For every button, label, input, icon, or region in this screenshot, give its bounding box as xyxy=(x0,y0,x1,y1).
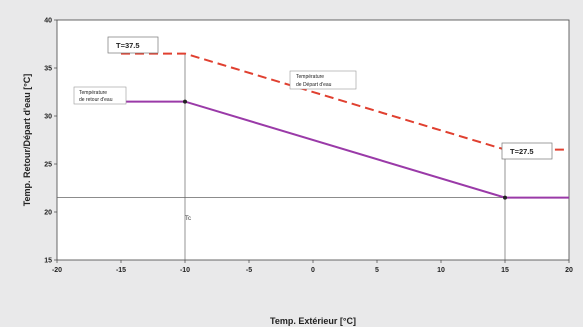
annotation-box-right: T=27.5 xyxy=(501,142,553,160)
data-marker xyxy=(183,99,187,104)
x-tick-label: 0 xyxy=(311,267,315,274)
series-retour-line xyxy=(121,100,569,199)
y-tick-label: 20 xyxy=(44,210,52,217)
x-tick-label: -10 xyxy=(180,267,190,274)
y-tick-label: 35 xyxy=(44,66,52,73)
reference-lines xyxy=(57,53,569,260)
y-tick-label: 25 xyxy=(44,162,52,169)
note-retour-line-2: de retour d'eau xyxy=(79,97,113,103)
annotation-box-left: T=37.5 xyxy=(107,36,159,54)
x-ticks: -20 -15 -10 -5 0 5 10 15 20 xyxy=(52,260,573,274)
series-depart-line xyxy=(121,52,569,151)
note-depart: Température de Départ d'eau xyxy=(289,70,357,90)
x-tick-label: 15 xyxy=(501,267,509,274)
x-tick-label: 10 xyxy=(437,267,445,274)
note-depart-line-1: Température xyxy=(296,74,324,80)
y-axis-title: Temp. Retour/Départ d'eau [°C] xyxy=(22,74,32,207)
y-tick-label: 15 xyxy=(44,258,52,265)
annotation-box-right-text: T=27.5 xyxy=(510,147,534,156)
note-depart-line-2: de Départ d'eau xyxy=(296,82,332,88)
x-tick-label: 5 xyxy=(375,267,379,274)
x-tick-label: -20 xyxy=(52,267,62,274)
y-ticks: 15 20 25 30 35 40 xyxy=(44,18,57,265)
note-retour: Température de retour d'eau xyxy=(73,86,127,105)
annotation-box-left-text: T=37.5 xyxy=(116,41,140,50)
x-tick-label: -15 xyxy=(116,267,126,274)
note-retour-line-1: Température xyxy=(79,90,107,96)
y-tick-label: 30 xyxy=(44,114,52,121)
x-tick-label: -5 xyxy=(246,267,252,274)
x-tick-label: 20 xyxy=(565,267,573,274)
markers-group xyxy=(183,99,507,200)
y-tick-label: 40 xyxy=(44,18,52,25)
data-marker xyxy=(503,195,507,200)
tc-label: Tc xyxy=(185,216,191,222)
x-axis-title: Temp. Extérieur [°C] xyxy=(270,316,356,326)
series-group xyxy=(121,52,569,199)
